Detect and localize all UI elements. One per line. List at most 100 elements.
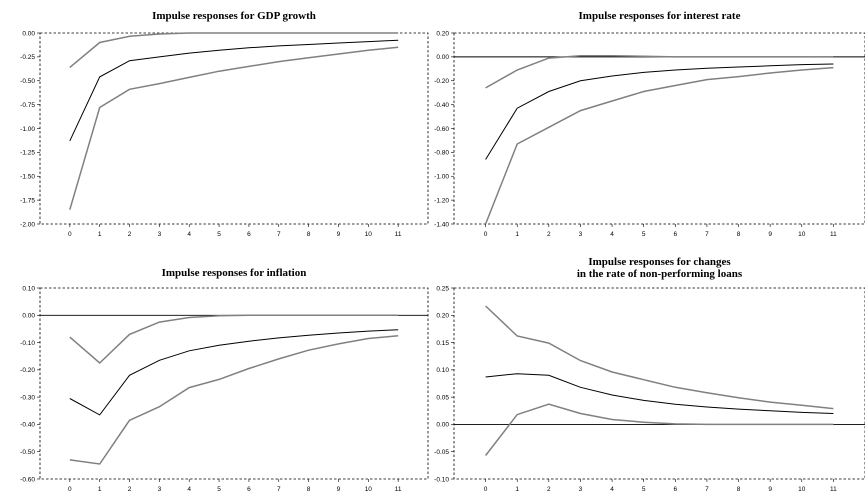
x-tick-label: 0 (68, 231, 72, 238)
x-tick-label: 3 (158, 486, 162, 493)
y-tick-label: -0.75 (20, 102, 35, 109)
chart-title-line2: in the rate of non-performing loans (577, 268, 743, 280)
y-tick-label: -0.20 (20, 367, 35, 374)
chart-title: Impulse responses for changes (588, 256, 731, 268)
x-tick-label: 7 (705, 231, 709, 238)
chart-panel-1: Impulse responses for GDP growth 0.00 -0.2… (20, 10, 429, 238)
y-tick-label: 0.15 (436, 340, 449, 347)
x-tick-label: 2 (547, 231, 551, 238)
x-tick-label: 8 (737, 231, 741, 238)
x-tick-label: 6 (247, 231, 251, 238)
upper-band-line (485, 305, 834, 410)
y-tick-label: -1.75 (20, 197, 35, 204)
x-tick-label: 0 (484, 231, 488, 238)
y-tick-label: 0.10 (436, 367, 449, 374)
y-tick-label: -0.60 (434, 126, 449, 133)
y-tick-label: 0.10 (22, 285, 35, 292)
x-tick-label: 1 (98, 231, 102, 238)
x-tick-label: 9 (337, 486, 341, 493)
y-tick-label: -0.25 (20, 54, 35, 61)
chart-title: Impulse responses for interest rate (579, 10, 741, 22)
y-tick-label: 0.00 (22, 30, 35, 37)
x-tick-label: 9 (337, 231, 341, 238)
y-tick-label: -0.40 (20, 422, 35, 429)
y-tick-label: -0.10 (434, 476, 449, 483)
response-line (485, 63, 834, 160)
x-tick-label: 4 (610, 231, 614, 238)
x-tick-label: 8 (737, 486, 741, 493)
x-tick-label: 11 (395, 231, 402, 238)
chart-panel-2: Impulse responses for interest rate 0.20 0… (434, 10, 865, 238)
x-tick-label: 5 (642, 486, 646, 493)
x-tick-label: 8 (307, 231, 311, 238)
y-tick-label: -0.20 (434, 78, 449, 85)
y-tick-label: 0.00 (22, 313, 35, 320)
y-tick-label: 0.00 (436, 54, 449, 61)
x-tick-label: 9 (768, 486, 772, 493)
x-tick-label: 5 (217, 231, 221, 238)
x-tick-label: 5 (217, 486, 221, 493)
lower-band-line (69, 335, 399, 465)
lower-band-line (484, 66, 834, 225)
y-tick-label: -0.80 (434, 150, 449, 157)
x-tick-label: 6 (247, 486, 251, 493)
x-tick-label: 9 (768, 231, 772, 238)
chart-title: Impulse responses for inflation (162, 267, 307, 279)
x-tick-label: 1 (515, 486, 519, 493)
y-tick-label: -0.10 (20, 340, 35, 347)
x-tick-label: 11 (395, 486, 402, 493)
x-tick-label: 7 (277, 486, 281, 493)
x-tick-label: 8 (307, 486, 311, 493)
y-tick-label: -2.00 (20, 221, 35, 228)
y-tick-label: 0.00 (436, 422, 449, 429)
plot-frame (453, 287, 865, 480)
upper-band-line (485, 54, 834, 89)
x-tick-label: 6 (673, 486, 677, 493)
x-tick-label: 10 (365, 231, 373, 238)
y-tick-label: -1.20 (434, 197, 449, 204)
x-tick-label: 1 (515, 231, 519, 238)
y-tick-label: -1.00 (434, 174, 449, 181)
x-tick-label: 3 (579, 231, 583, 238)
x-tick-label: 11 (830, 231, 837, 238)
x-tick-label: 2 (547, 486, 551, 493)
y-tick-label: 0.05 (436, 394, 449, 401)
x-tick-label: 1 (98, 486, 102, 493)
x-tick-label: 4 (187, 486, 191, 493)
x-tick-label: 4 (610, 486, 614, 493)
y-tick-label: -1.40 (434, 221, 449, 228)
plot-frame (39, 287, 429, 480)
upper-band-line (69, 314, 399, 365)
y-tick-label: -0.50 (20, 449, 35, 456)
x-tick-label: 7 (277, 231, 281, 238)
plot-frame (39, 32, 429, 225)
y-tick-label: 0.20 (436, 30, 449, 37)
x-tick-label: 10 (798, 231, 806, 238)
y-tick-label: -0.30 (20, 394, 35, 401)
chart-panel-3: Impulse responses for inflation 0.10 0.00 -… (20, 267, 429, 493)
lower-band-line (485, 403, 834, 456)
response-line (69, 329, 399, 416)
y-tick-label: -0.50 (20, 78, 35, 85)
x-tick-label: 6 (673, 231, 677, 238)
x-tick-label: 10 (365, 486, 373, 493)
response-line (485, 373, 834, 414)
y-tick-label: -1.25 (20, 150, 35, 157)
chart-title: Impulse responses for GDP growth (152, 10, 316, 22)
x-tick-label: 3 (579, 486, 583, 493)
y-tick-label: 0.25 (436, 285, 449, 292)
response-line (69, 39, 399, 142)
x-tick-label: 2 (128, 486, 132, 493)
y-tick-label: -0.05 (434, 449, 449, 456)
x-tick-label: 0 (484, 486, 488, 493)
y-tick-label: -0.40 (434, 102, 449, 109)
x-tick-label: 7 (705, 486, 709, 493)
plot-frame (453, 32, 865, 225)
lower-band-line (69, 46, 399, 210)
x-tick-label: 0 (68, 486, 72, 493)
y-tick-label: -0.60 (20, 476, 35, 483)
x-tick-label: 3 (158, 231, 162, 238)
x-tick-label: 4 (187, 231, 191, 238)
